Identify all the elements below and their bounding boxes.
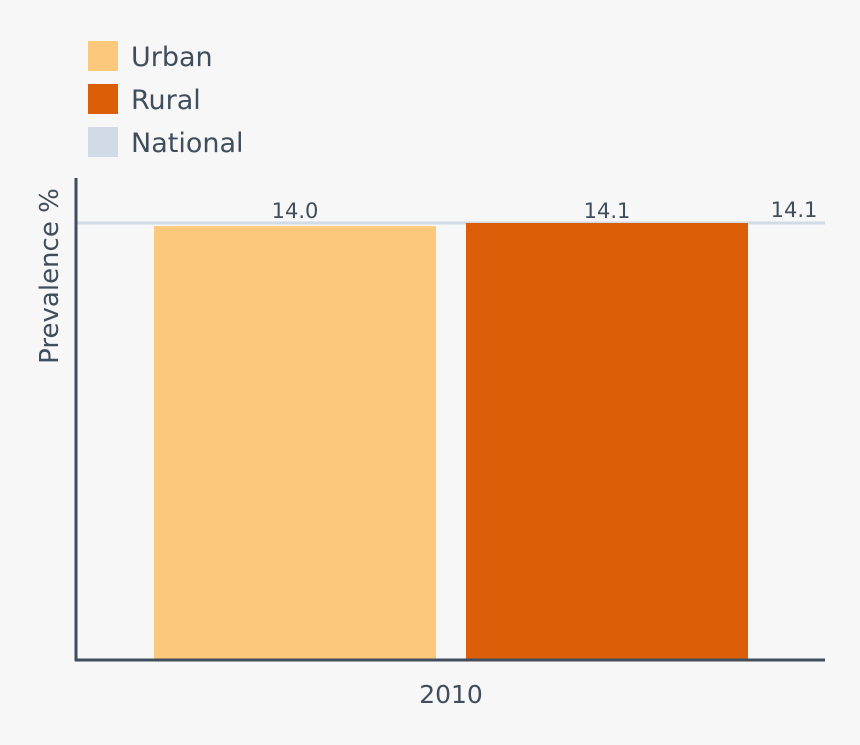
- legend-swatch-rural: [88, 84, 118, 114]
- value-label-urban: 14.0: [272, 199, 319, 223]
- chart-legend: Urban Rural National: [88, 41, 244, 159]
- legend-swatch-urban: [88, 41, 118, 71]
- legend-label-national: National: [131, 128, 244, 159]
- value-label-rural: 14.1: [584, 199, 631, 223]
- legend-label-urban: Urban: [131, 42, 213, 73]
- y-axis-label: Prevalence %: [35, 188, 65, 364]
- bar-rural: [466, 223, 748, 660]
- value-label-national: 14.1: [771, 198, 818, 222]
- plot-area: 14.0 14.1 14.1 2010: [74, 178, 825, 709]
- legend-swatch-national: [88, 127, 118, 157]
- bar-urban: [154, 226, 436, 660]
- x-tick-label-2010: 2010: [419, 680, 483, 709]
- legend-label-rural: Rural: [131, 85, 201, 116]
